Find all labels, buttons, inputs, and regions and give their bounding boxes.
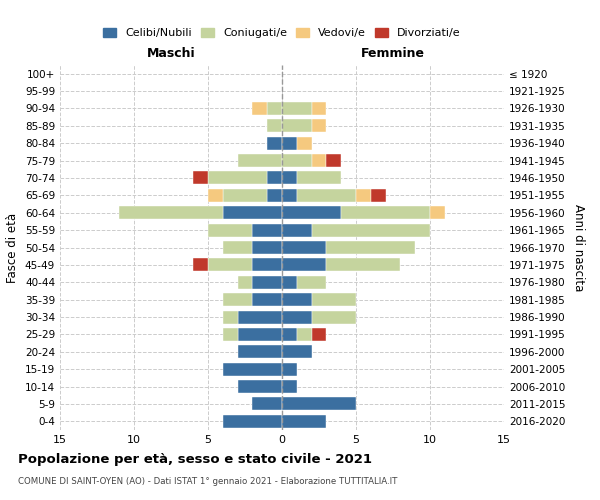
Bar	[282, 362, 297, 376]
Bar	[253, 102, 267, 115]
Bar	[282, 258, 326, 272]
Bar	[297, 189, 356, 202]
Bar	[297, 276, 326, 289]
Bar	[311, 293, 356, 306]
Bar	[326, 241, 415, 254]
Bar	[282, 172, 297, 184]
Bar	[253, 293, 282, 306]
Bar	[223, 310, 238, 324]
Bar	[311, 102, 326, 115]
Bar	[208, 189, 223, 202]
Bar	[193, 258, 208, 272]
Bar	[238, 154, 282, 167]
Bar	[282, 224, 311, 236]
Bar	[297, 136, 311, 149]
Bar	[311, 154, 326, 167]
Bar	[356, 189, 371, 202]
Y-axis label: Anni di nascita: Anni di nascita	[572, 204, 585, 291]
Bar	[282, 310, 311, 324]
Bar	[282, 120, 311, 132]
Bar	[208, 258, 253, 272]
Bar	[253, 241, 282, 254]
Bar	[297, 328, 311, 341]
Bar	[282, 346, 311, 358]
Bar	[267, 120, 282, 132]
Bar	[253, 276, 282, 289]
Text: COMUNE DI SAINT-OYEN (AO) - Dati ISTAT 1° gennaio 2021 - Elaborazione TUTTITALIA: COMUNE DI SAINT-OYEN (AO) - Dati ISTAT 1…	[18, 478, 397, 486]
Bar	[238, 276, 253, 289]
Bar	[282, 293, 311, 306]
Bar	[238, 346, 282, 358]
Bar	[223, 293, 253, 306]
Bar	[341, 206, 430, 220]
Bar	[282, 206, 341, 220]
Bar	[193, 172, 208, 184]
Bar	[311, 310, 356, 324]
Bar	[371, 189, 386, 202]
Bar	[282, 276, 297, 289]
Bar	[311, 224, 430, 236]
Bar	[282, 415, 326, 428]
Bar	[267, 172, 282, 184]
Bar	[253, 224, 282, 236]
Bar	[282, 241, 326, 254]
Bar	[297, 172, 341, 184]
Bar	[238, 328, 282, 341]
Bar	[267, 136, 282, 149]
Bar	[326, 154, 341, 167]
Bar	[267, 189, 282, 202]
Bar	[223, 415, 282, 428]
Bar	[223, 206, 282, 220]
Bar	[311, 120, 326, 132]
Bar	[223, 189, 267, 202]
Y-axis label: Fasce di età: Fasce di età	[7, 212, 19, 282]
Bar	[223, 362, 282, 376]
Bar	[326, 258, 400, 272]
Bar	[282, 328, 297, 341]
Bar	[208, 224, 253, 236]
Text: Maschi: Maschi	[146, 47, 196, 60]
Bar	[282, 102, 311, 115]
Text: Femmine: Femmine	[361, 47, 425, 60]
Bar	[430, 206, 445, 220]
Bar	[282, 380, 297, 393]
Bar	[282, 189, 297, 202]
Bar	[267, 102, 282, 115]
Bar	[238, 380, 282, 393]
Text: Popolazione per età, sesso e stato civile - 2021: Popolazione per età, sesso e stato civil…	[18, 452, 372, 466]
Legend: Celibi/Nubili, Coniugati/e, Vedovi/e, Divorziati/e: Celibi/Nubili, Coniugati/e, Vedovi/e, Di…	[99, 23, 465, 43]
Bar	[208, 172, 267, 184]
Bar	[282, 136, 297, 149]
Bar	[253, 258, 282, 272]
Bar	[253, 398, 282, 410]
Bar	[223, 241, 253, 254]
Bar	[311, 328, 326, 341]
Bar	[282, 398, 356, 410]
Bar	[282, 154, 311, 167]
Bar	[119, 206, 223, 220]
Bar	[223, 328, 238, 341]
Bar	[238, 310, 282, 324]
